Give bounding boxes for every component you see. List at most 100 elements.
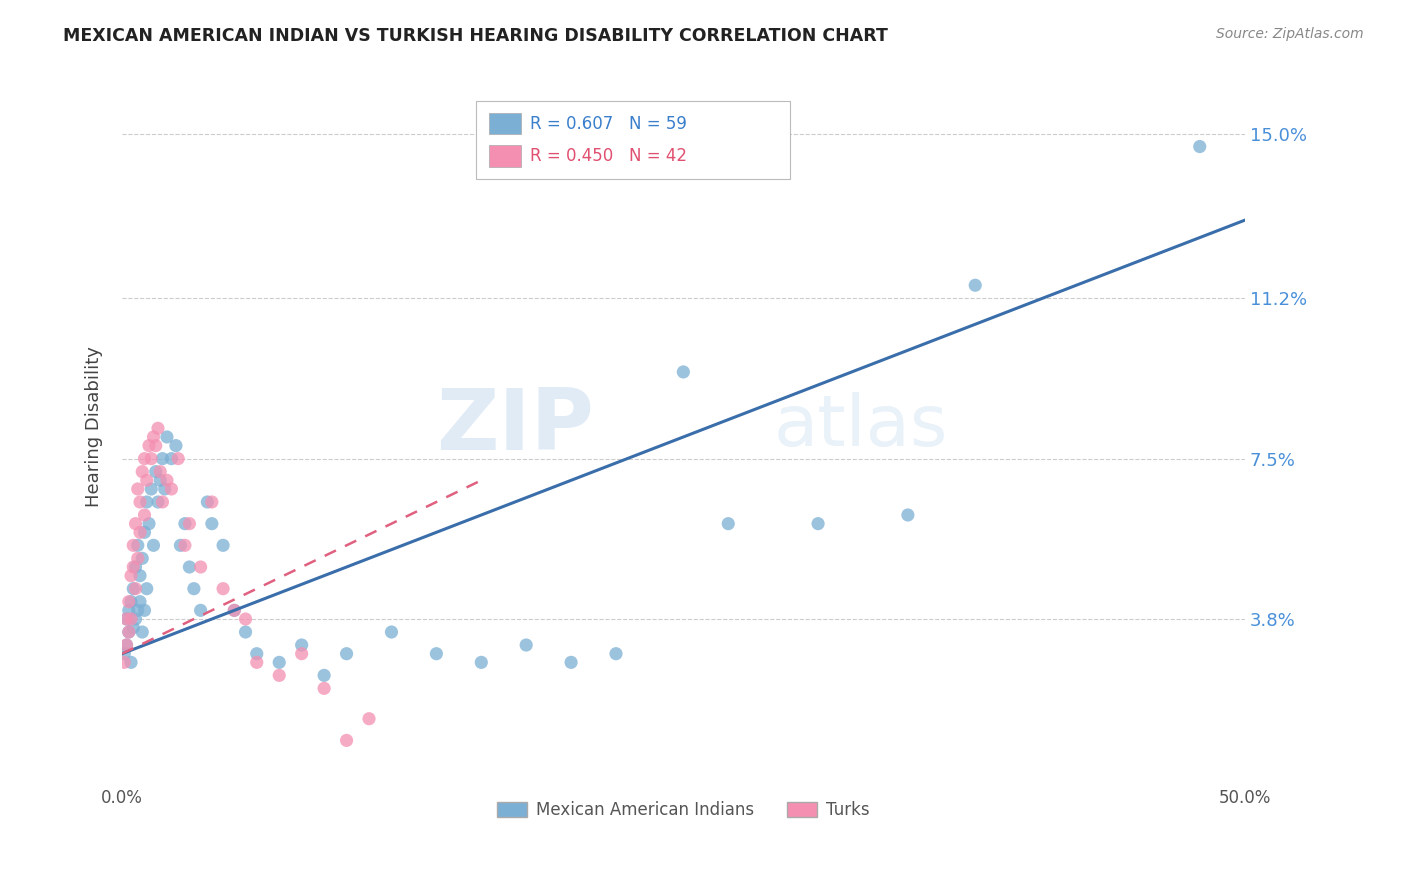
Point [515,638,537,652]
FancyBboxPatch shape [489,113,520,135]
Point [145,465,167,479]
Point [717,516,740,531]
Legend: Mexican American Indians, Turks: Mexican American Indians, Turks [491,794,876,825]
Point [118,625,141,640]
Text: MEXICAN AMERICAN INDIAN VS TURKISH HEARING DISABILITY CORRELATION CHART: MEXICAN AMERICAN INDIAN VS TURKISH HEARI… [63,27,889,45]
Point [120,595,142,609]
Point [134,451,156,466]
Point [115,638,138,652]
Point [131,465,153,479]
Point [212,538,235,552]
Point [156,473,179,487]
Point [149,465,172,479]
Point [142,538,165,552]
Point [291,647,314,661]
Point [156,430,179,444]
Point [165,439,187,453]
Point [129,595,152,609]
Point [314,668,336,682]
Point [314,681,336,696]
Point [179,560,201,574]
Point [965,278,987,293]
Point [134,508,156,522]
FancyBboxPatch shape [489,145,520,167]
Point [167,451,190,466]
Point [152,495,174,509]
Point [897,508,920,522]
Point [152,451,174,466]
Point [120,568,142,582]
Text: atlas: atlas [773,392,948,460]
Point [174,538,197,552]
Text: R = 0.450   N = 42: R = 0.450 N = 42 [530,147,686,165]
FancyBboxPatch shape [475,101,790,179]
Point [124,560,146,574]
Point [425,647,447,661]
Point [169,538,191,552]
Point [138,439,160,453]
Point [135,473,157,487]
Point [131,625,153,640]
Point [269,656,291,670]
Point [357,712,380,726]
Point [112,656,135,670]
Point [129,568,152,582]
Point [142,430,165,444]
Point [224,603,246,617]
Point [190,560,212,574]
Point [118,603,141,617]
Point [124,612,146,626]
Point [115,638,138,652]
Point [134,603,156,617]
Point [672,365,695,379]
Point [246,647,269,661]
Point [183,582,205,596]
Text: ZIP: ZIP [436,384,593,467]
Point [118,595,141,609]
Point [115,612,138,626]
Point [807,516,830,531]
Point [131,551,153,566]
Point [120,612,142,626]
Point [129,525,152,540]
Point [212,582,235,596]
Point [201,495,224,509]
Point [605,647,627,661]
Point [146,421,169,435]
Point [124,582,146,596]
Point [560,656,582,670]
Point [120,656,142,670]
Point [153,482,176,496]
Point [149,473,172,487]
Point [224,603,246,617]
Point [235,612,257,626]
Point [127,538,149,552]
Y-axis label: Hearing Disability: Hearing Disability [86,346,103,507]
Point [127,551,149,566]
Point [190,603,212,617]
Point [122,621,145,635]
Point [115,612,138,626]
Point [141,482,163,496]
Point [470,656,492,670]
Point [145,439,167,453]
Point [291,638,314,652]
Point [127,482,149,496]
Point [335,733,357,747]
Point [134,525,156,540]
Point [138,516,160,531]
Point [269,668,291,682]
Point [160,451,183,466]
Point [1188,139,1211,153]
Text: Source: ZipAtlas.com: Source: ZipAtlas.com [1216,27,1364,41]
Point [122,560,145,574]
Text: R = 0.607   N = 59: R = 0.607 N = 59 [530,114,686,133]
Point [146,495,169,509]
Point [127,603,149,617]
Point [122,538,145,552]
Point [122,582,145,596]
Point [135,495,157,509]
Point [129,495,152,509]
Point [124,516,146,531]
Point [380,625,402,640]
